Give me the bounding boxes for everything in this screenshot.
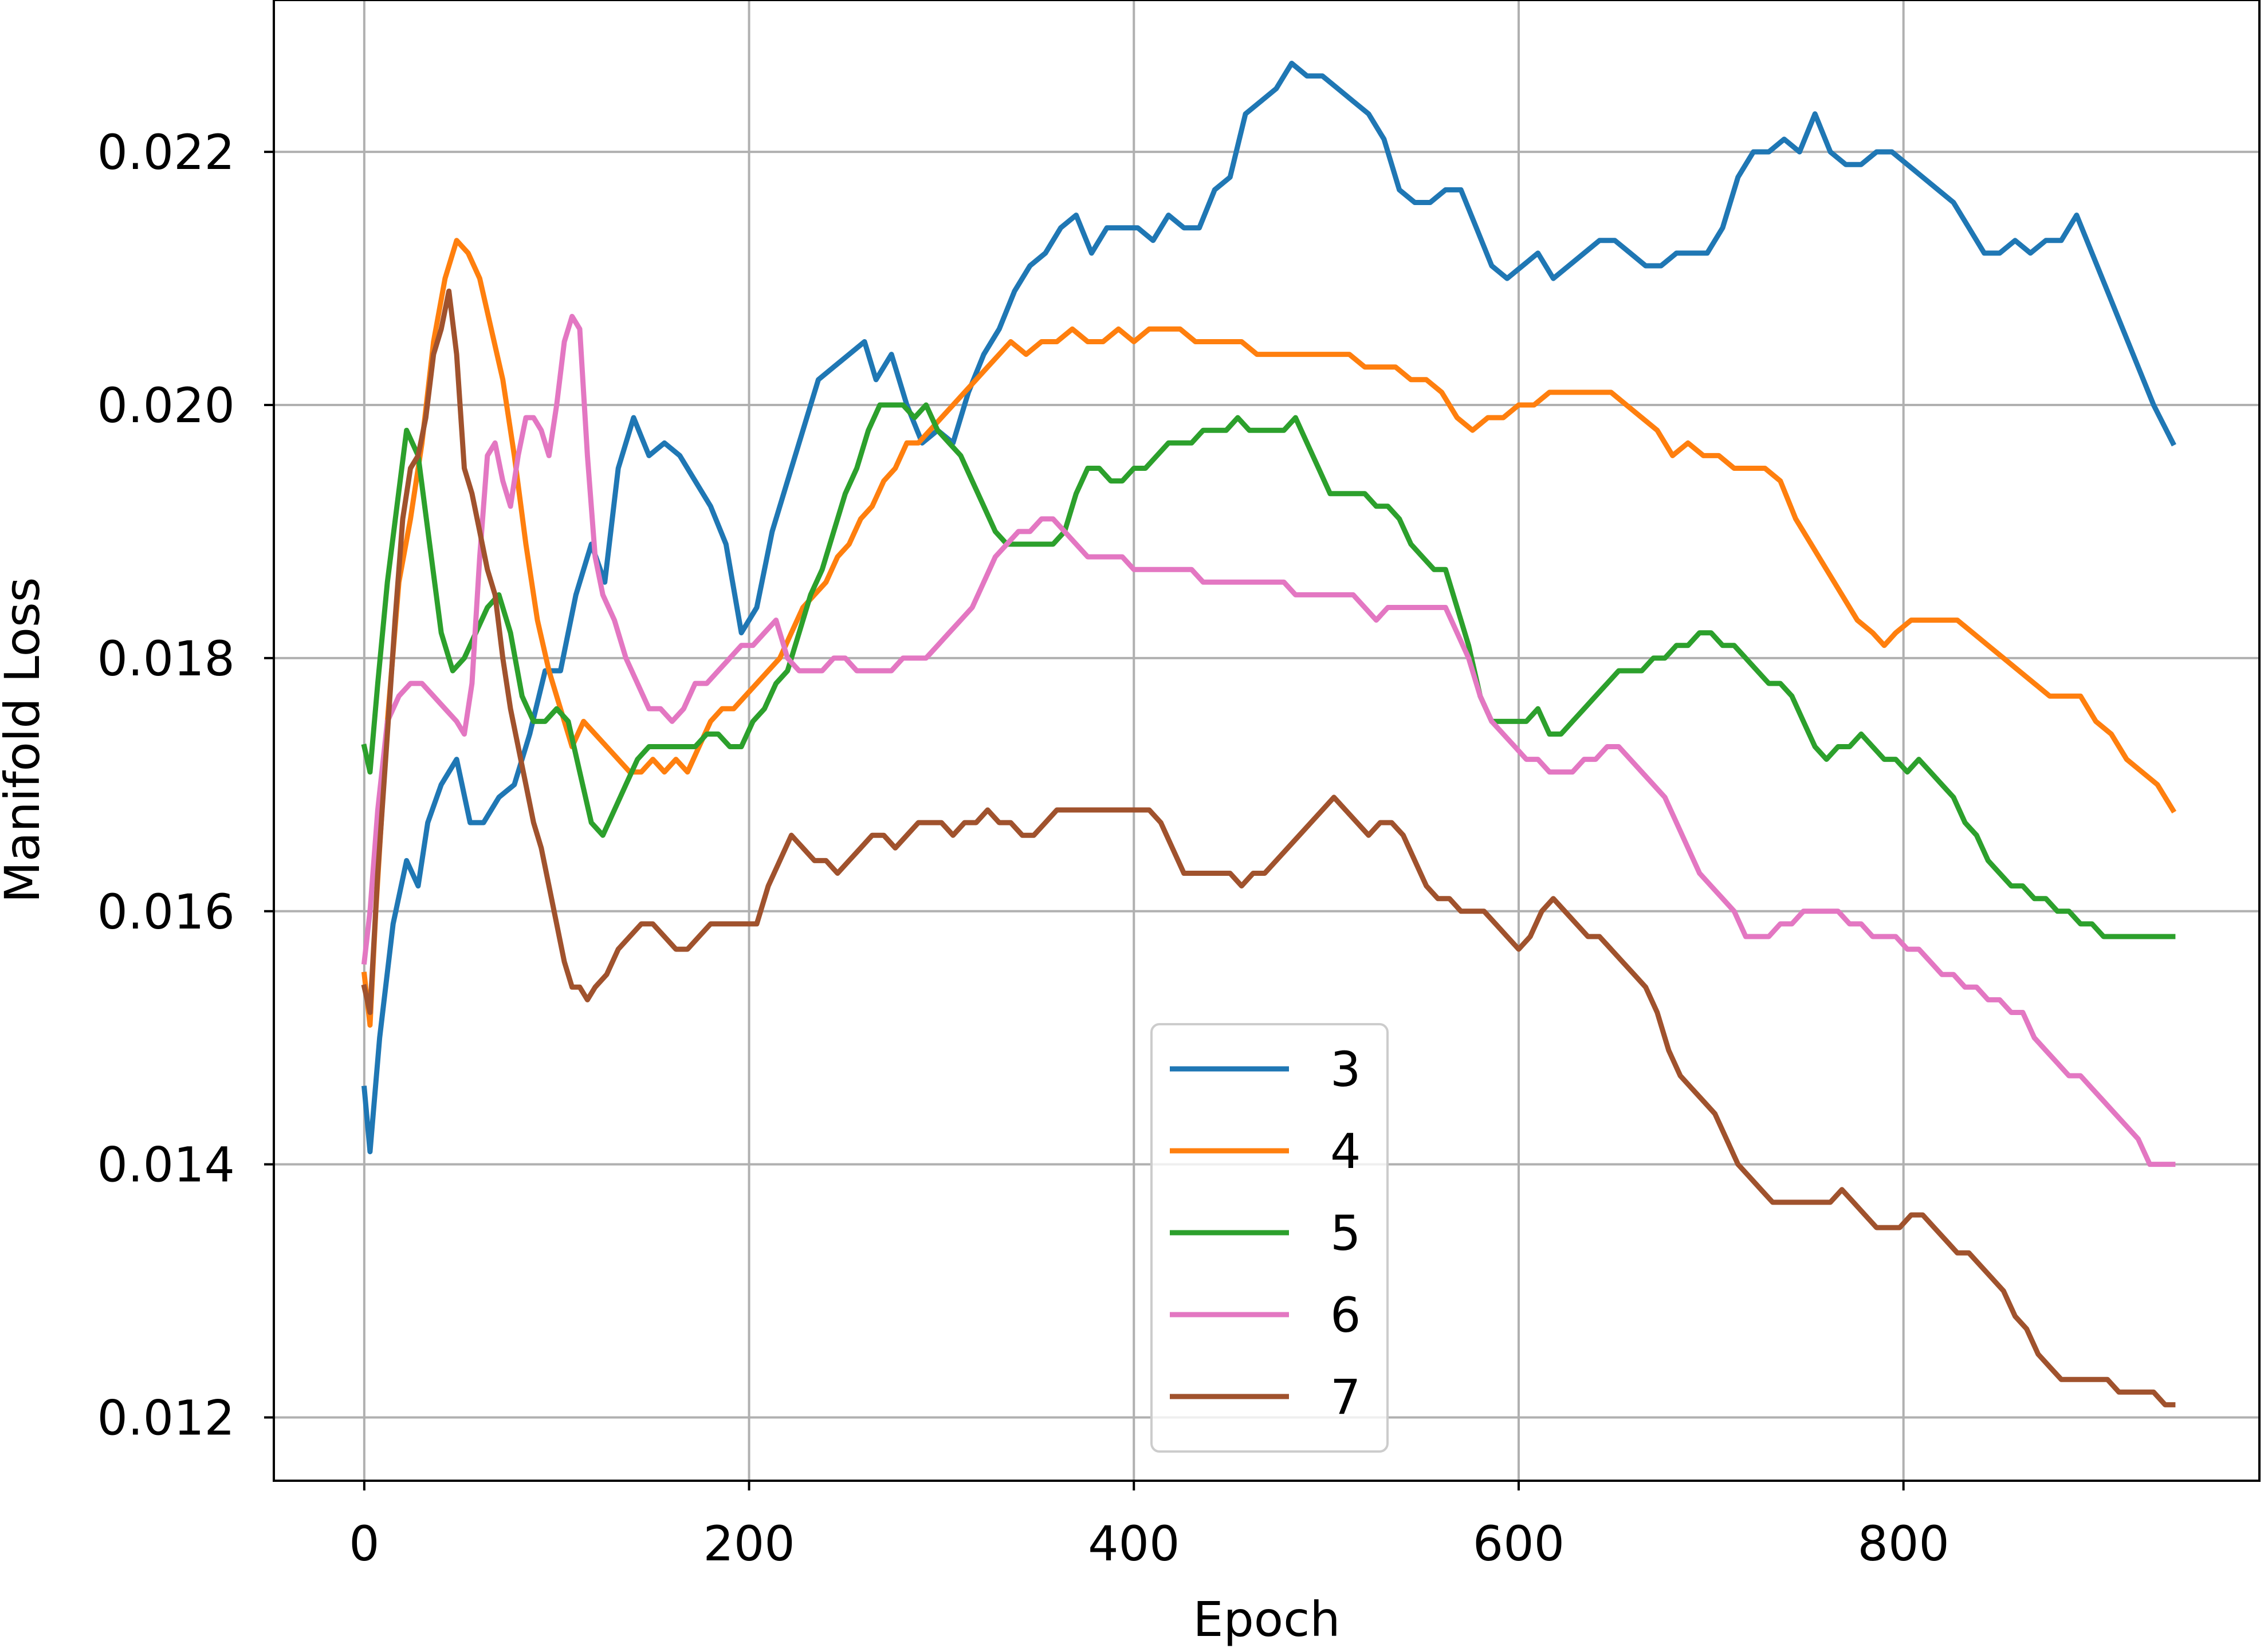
plot-area <box>361 61 2177 1407</box>
series-line-4 <box>361 238 2177 1028</box>
legend: 3 4 5 6 7 <box>1150 1023 1389 1453</box>
series-line-3 <box>361 61 2176 1155</box>
legend-box <box>1150 1023 1389 1453</box>
y-tick-label: 0.020 <box>97 377 235 434</box>
x-tick-label: 600 <box>1473 1516 1565 1572</box>
series-line-6 <box>361 313 2176 1167</box>
x-axis-label: Epoch <box>1193 1591 1340 1647</box>
x-tick-label: 200 <box>703 1516 795 1572</box>
x-tick-label: 400 <box>1088 1516 1180 1572</box>
x-tick-label: 0 <box>349 1516 379 1572</box>
y-tick-label: 0.012 <box>97 1390 235 1446</box>
series-line-5 <box>361 402 2176 939</box>
y-tick-label: 0.018 <box>97 631 235 687</box>
series-line-7 <box>361 288 2176 1407</box>
series-lines <box>361 61 2177 1407</box>
y-tick-label: 0.022 <box>97 124 235 180</box>
legend-label-6: 6 <box>1330 1287 1361 1343</box>
legend-label-3: 3 <box>1330 1041 1361 1098</box>
x-tick-label: 800 <box>1858 1516 1949 1572</box>
y-axis-ticks: 0.012 0.014 0.016 0.018 0.020 0.022 <box>97 124 274 1446</box>
y-axis-label: Manifold Loss <box>0 577 50 903</box>
y-tick-label: 0.014 <box>97 1137 235 1193</box>
legend-label-5: 5 <box>1330 1205 1361 1261</box>
legend-label-4: 4 <box>1330 1123 1361 1179</box>
y-tick-label: 0.016 <box>97 884 235 940</box>
x-axis-ticks: 0 200 400 600 800 <box>349 1481 1949 1572</box>
axes-frame <box>273 0 2261 1482</box>
legend-label-7: 7 <box>1330 1369 1361 1425</box>
